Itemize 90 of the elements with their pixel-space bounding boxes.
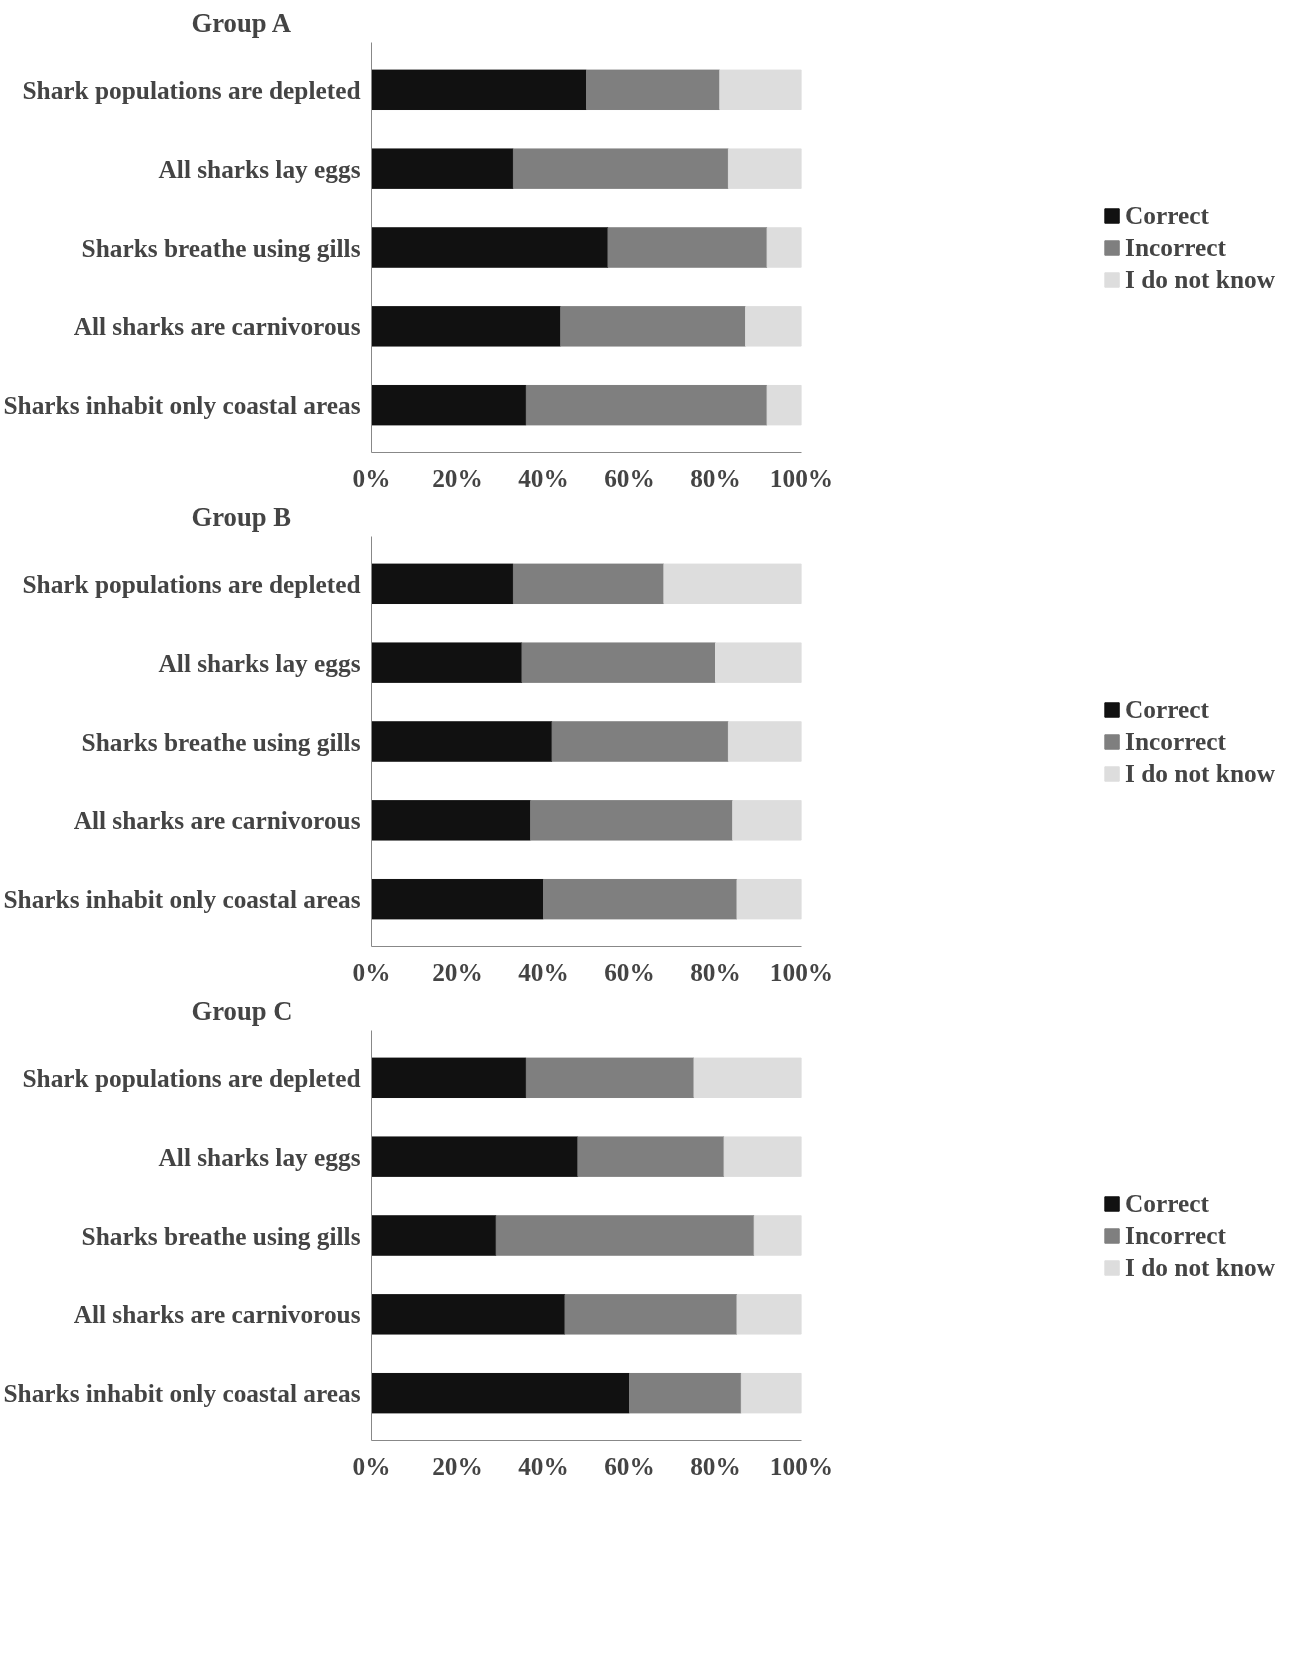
bar — [512, 563, 665, 605]
chart-title: Group C — [191, 995, 293, 1026]
bar — [371, 384, 527, 426]
bar — [371, 306, 562, 347]
x-tick-label: 0% — [352, 957, 391, 986]
x-tick-label: 80% — [690, 463, 741, 492]
bar — [560, 306, 747, 347]
bar — [371, 1136, 579, 1177]
bar — [371, 800, 532, 841]
legend-label: Correct — [1125, 694, 1209, 724]
chart-title: Group A — [191, 7, 292, 38]
y-tick-label: Sharks breathe using gills — [81, 727, 361, 756]
bar — [629, 1372, 742, 1414]
bar — [607, 227, 768, 268]
x-tick-label: 40% — [518, 957, 569, 986]
bar — [564, 1294, 738, 1335]
bar — [525, 1057, 695, 1099]
bar — [495, 1215, 755, 1256]
bar — [371, 721, 553, 762]
x-tick-label: 20% — [432, 463, 483, 492]
bar — [530, 800, 734, 841]
bar — [371, 563, 514, 605]
x-tick-label: 40% — [518, 1451, 569, 1480]
x-tick-label: 100% — [769, 463, 834, 492]
bar — [371, 69, 587, 111]
bar — [736, 1294, 802, 1335]
bar — [753, 1215, 802, 1256]
x-tick-label: 20% — [432, 957, 483, 986]
y-tick-label: All sharks lay eggs — [158, 154, 361, 183]
legend-label: Incorrect — [1125, 232, 1226, 262]
bar — [693, 1057, 802, 1099]
bar — [736, 878, 802, 920]
y-tick-label: All sharks are carnivorous — [73, 1300, 361, 1329]
legend-label: Incorrect — [1125, 1220, 1226, 1250]
legend-label: Incorrect — [1125, 726, 1226, 756]
x-tick-label: 60% — [604, 1451, 655, 1480]
y-tick-label: Sharks inhabit only coastal areas — [3, 885, 361, 914]
chart-title: Group B — [191, 501, 292, 532]
x-tick-label: 40% — [518, 463, 569, 492]
bar — [727, 148, 802, 189]
x-tick-label: 20% — [432, 1451, 483, 1480]
y-tick-label: Sharks inhabit only coastal areas — [3, 1379, 361, 1408]
bar — [371, 1372, 630, 1414]
bar — [371, 642, 523, 683]
y-tick-label: All sharks are carnivorous — [73, 312, 361, 341]
x-tick-label: 100% — [769, 957, 834, 986]
legend-label: I do not know — [1125, 264, 1275, 294]
x-tick-label: 0% — [352, 463, 391, 492]
legend-label: Correct — [1125, 1188, 1209, 1218]
y-tick-label: All sharks lay eggs — [158, 1142, 361, 1171]
bar — [371, 878, 544, 920]
bar — [732, 800, 802, 841]
bar — [766, 227, 802, 268]
bar — [740, 1372, 802, 1414]
y-tick-label: All sharks lay eggs — [158, 648, 361, 677]
bar — [371, 1215, 497, 1256]
y-tick-label: Shark populations are depleted — [22, 1063, 361, 1092]
bar — [663, 563, 802, 605]
x-tick-label: 0% — [352, 1451, 391, 1480]
bar — [512, 148, 729, 189]
bar — [586, 69, 721, 111]
x-tick-label: 60% — [604, 957, 655, 986]
legend-label: I do not know — [1125, 1252, 1275, 1282]
bar — [723, 1136, 802, 1177]
x-tick-label: 80% — [690, 957, 741, 986]
y-tick-label: Shark populations are depleted — [22, 75, 361, 104]
bar — [521, 642, 716, 683]
bar — [577, 1136, 725, 1177]
bar — [715, 642, 802, 683]
x-tick-label: 100% — [769, 1451, 834, 1480]
bar — [371, 1057, 527, 1099]
bar — [525, 384, 768, 426]
bar — [551, 721, 729, 762]
bar — [745, 306, 802, 347]
y-tick-label: All sharks are carnivorous — [73, 806, 361, 835]
bar — [727, 721, 802, 762]
legend-label: Correct — [1125, 200, 1209, 230]
y-tick-label: Sharks breathe using gills — [81, 233, 361, 262]
x-tick-label: 60% — [604, 463, 655, 492]
bar — [719, 69, 802, 111]
bar — [766, 384, 802, 426]
bar — [371, 1294, 566, 1335]
bar — [371, 227, 609, 268]
x-tick-label: 80% — [690, 1451, 741, 1480]
legend-label: I do not know — [1125, 758, 1275, 788]
y-tick-label: Sharks breathe using gills — [81, 1221, 361, 1250]
y-tick-label: Sharks inhabit only coastal areas — [3, 391, 361, 420]
bar — [371, 148, 514, 189]
bar — [543, 878, 738, 920]
y-tick-label: Shark populations are depleted — [22, 569, 361, 598]
